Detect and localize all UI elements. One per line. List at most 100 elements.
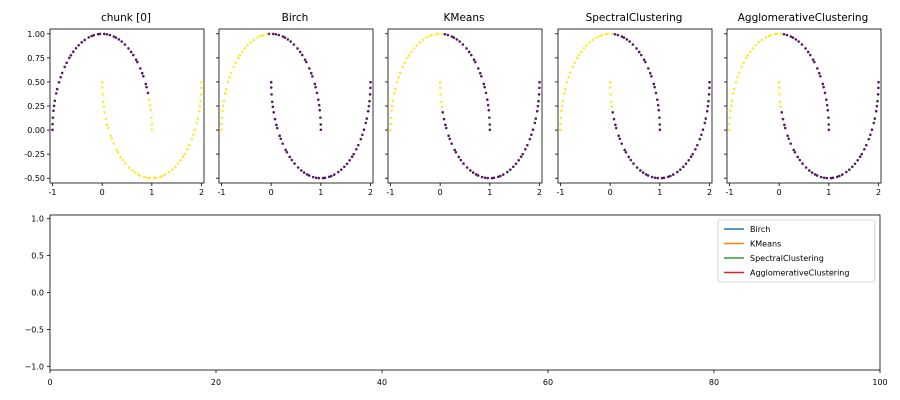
data-point: [654, 91, 658, 95]
data-point: [337, 170, 340, 174]
data-point: [393, 87, 397, 91]
data-point: [775, 32, 779, 36]
data-point: [283, 36, 287, 39]
data-point: [140, 71, 144, 75]
data-point: [176, 162, 180, 166]
data-point: [639, 53, 643, 57]
data-point: [562, 92, 566, 95]
data-point: [323, 176, 327, 180]
data-point: [403, 61, 406, 65]
data-point: [486, 103, 490, 107]
data-point: [708, 86, 711, 90]
data-point: [220, 116, 224, 119]
data-point: [612, 117, 616, 121]
data-point: [198, 104, 202, 108]
data-point: [101, 93, 104, 96]
data-point: [237, 56, 240, 60]
data-point: [560, 109, 563, 113]
data-point: [142, 75, 145, 78]
data-point: [285, 150, 289, 154]
data-point: [286, 38, 290, 41]
data-point: [728, 122, 731, 126]
data-point: [163, 173, 167, 176]
x-axis-spectral-clustering: -1 0 1 2: [556, 183, 712, 197]
data-point: [822, 176, 826, 180]
data-point: [74, 46, 78, 50]
data-point: [779, 32, 783, 36]
data-point: [644, 60, 647, 64]
data-point: [440, 105, 444, 109]
data-point: [872, 121, 876, 125]
data-point: [222, 99, 226, 103]
data-point: [815, 174, 819, 177]
data-point: [389, 128, 392, 132]
data-point: [362, 128, 366, 131]
data-point: [357, 143, 360, 147]
data-point: [467, 50, 471, 54]
data-point: [608, 86, 612, 89]
data-point: [269, 86, 273, 89]
data-point: [105, 32, 109, 36]
data-point: [700, 133, 703, 137]
data-point: [696, 143, 699, 147]
data-point: [221, 109, 224, 113]
data-point: [104, 117, 108, 121]
data-point: [302, 171, 306, 174]
data-point: [110, 137, 114, 141]
data-point: [425, 36, 429, 39]
data-point: [361, 133, 364, 137]
data-point: [389, 116, 393, 119]
data-point: [796, 155, 800, 159]
data-point: [102, 32, 106, 36]
data-point: [154, 176, 158, 180]
data-point: [389, 122, 392, 126]
data-point: [168, 170, 171, 174]
y-axis-timeseries: 1.0 0.5 0.0 −0.5 −1.0: [25, 215, 50, 371]
data-point: [152, 176, 156, 180]
data-point: [271, 32, 275, 36]
data-point: [271, 105, 275, 109]
data-point: [609, 93, 612, 96]
data-point: [197, 109, 201, 113]
data-point: [813, 173, 817, 176]
data-point: [808, 53, 812, 57]
data-point: [687, 158, 690, 162]
data-point: [825, 176, 829, 180]
data-point: [300, 53, 304, 57]
data-point: [434, 32, 438, 36]
data-point: [418, 41, 422, 44]
data-point: [444, 123, 447, 127]
data-point: [243, 46, 247, 50]
data-point: [835, 175, 839, 179]
data-point: [653, 85, 656, 89]
data-point: [138, 174, 142, 177]
data-point: [620, 142, 623, 145]
data-point: [150, 116, 153, 119]
data-point: [234, 61, 237, 65]
data-point: [270, 100, 274, 104]
data-point: [606, 32, 610, 36]
data-point: [635, 166, 639, 169]
data-point: [666, 175, 670, 179]
data-point: [533, 121, 537, 125]
scatter-points-kmeans: [389, 32, 541, 180]
data-point: [147, 98, 151, 101]
data-point: [293, 162, 296, 165]
data-point: [319, 116, 322, 119]
data-point: [656, 103, 660, 107]
data-point: [535, 109, 539, 113]
data-point: [740, 65, 743, 69]
data-point: [259, 34, 262, 38]
data-point: [631, 43, 635, 46]
data-point: [642, 58, 646, 62]
data-point: [469, 53, 473, 57]
data-point: [142, 175, 146, 179]
data-point: [609, 100, 613, 104]
data-point: [559, 122, 562, 126]
data-point: [59, 75, 62, 79]
data-point: [742, 61, 745, 65]
data-point: [232, 65, 235, 69]
legend-box: [717, 219, 876, 283]
data-point: [407, 53, 411, 57]
